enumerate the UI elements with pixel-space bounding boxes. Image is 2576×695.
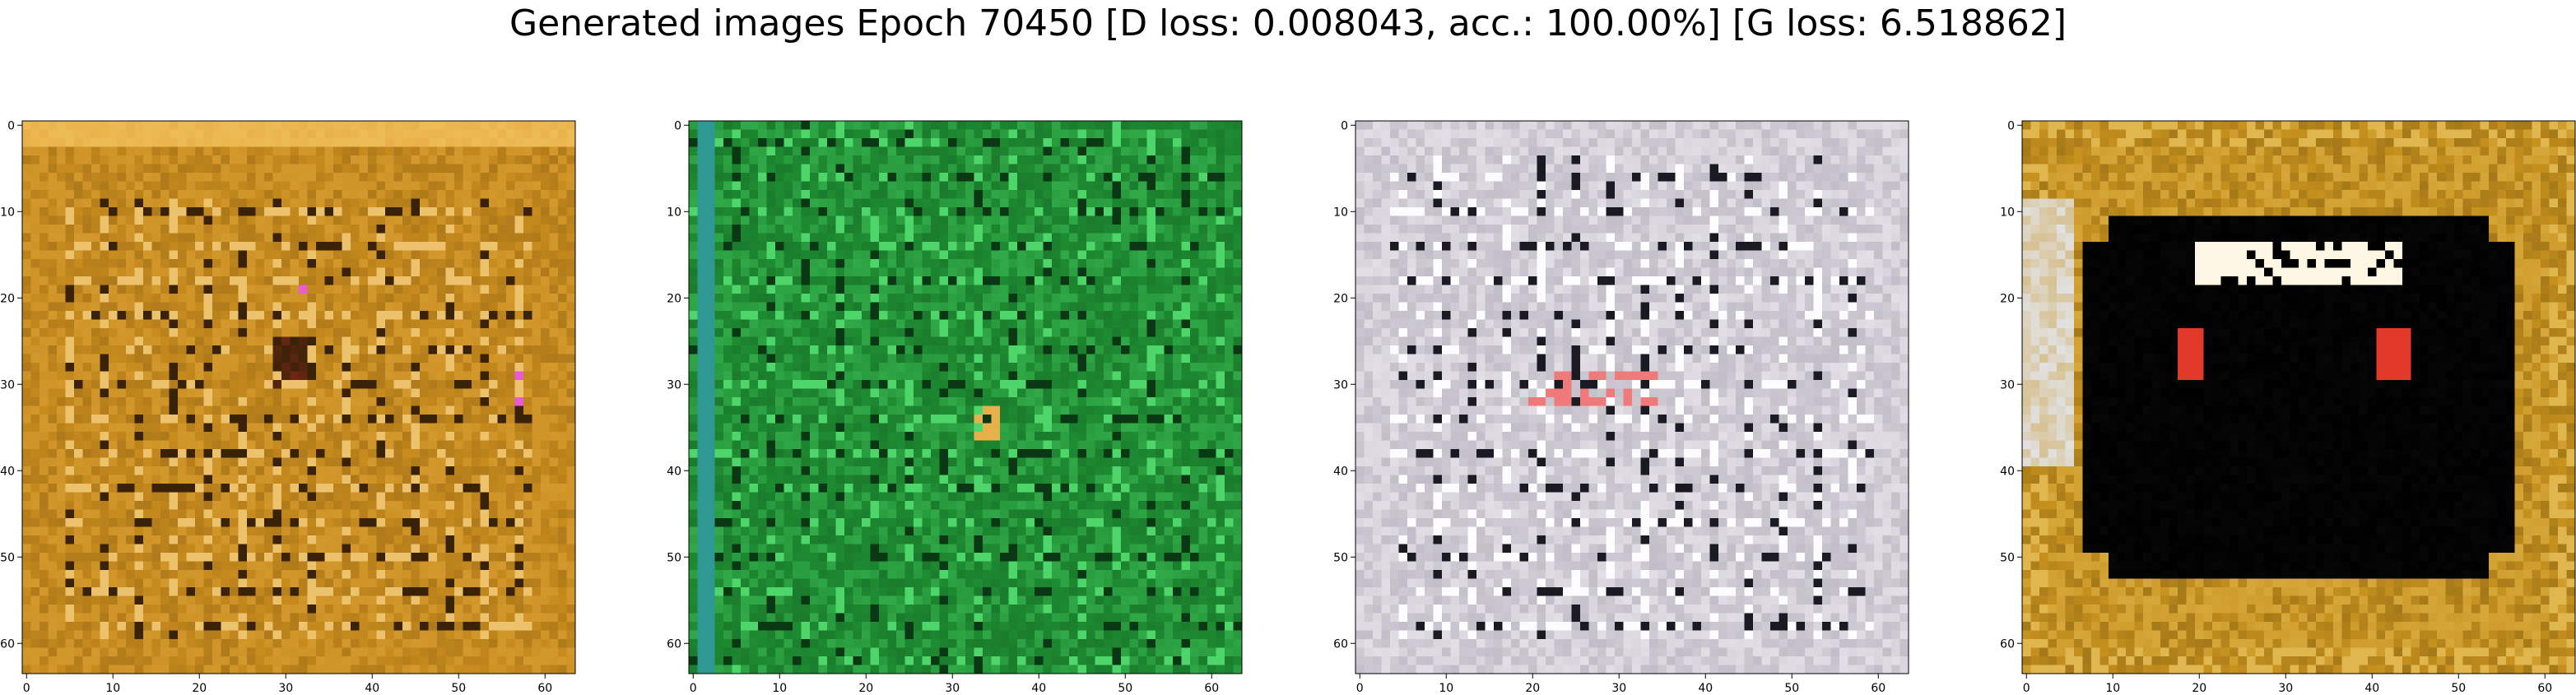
x-tick-label: 30 xyxy=(945,682,960,695)
x-tick-label: 60 xyxy=(1204,682,1219,695)
y-tick-label: 40 xyxy=(1333,465,1348,478)
y-tick-label: 40 xyxy=(0,465,15,478)
image-panel-3: 0 10 20 30 40 50 60 0 10 20 30 40 50 60 xyxy=(1333,119,1909,695)
generated-image-1 xyxy=(22,121,575,674)
y-tick-label: 40 xyxy=(667,465,681,478)
y-tick-label: 0 xyxy=(674,119,681,132)
x-tick-label: 50 xyxy=(451,682,466,695)
x-tick-label: 0 xyxy=(690,682,697,695)
x-tick-label: 50 xyxy=(1784,682,1799,695)
x-tick-label: 20 xyxy=(192,682,207,695)
axes-frame-4 xyxy=(2021,120,2576,674)
x-tick-label: 40 xyxy=(2364,682,2379,695)
generated-image-2 xyxy=(689,121,1242,674)
x-tick-label: 20 xyxy=(2192,682,2206,695)
x-tick-label: 10 xyxy=(2105,682,2120,695)
x-tick-label: 40 xyxy=(1698,682,1713,695)
y-tick-label: 20 xyxy=(1333,292,1348,305)
x-tick-label: 0 xyxy=(23,682,30,695)
y-tick-label: 10 xyxy=(667,206,681,219)
image-panel-4: 0 10 20 30 40 50 60 0 10 20 30 40 50 60 xyxy=(2000,119,2576,695)
figure-title: Generated images Epoch 70450 [D loss: 0.… xyxy=(509,2,2067,44)
y-tick-label: 30 xyxy=(2000,378,2015,392)
y-tick-label: 30 xyxy=(1333,378,1348,392)
x-tick-label: 60 xyxy=(2537,682,2552,695)
y-tick-label: 20 xyxy=(2000,292,2015,305)
y-tick-label: 50 xyxy=(1333,551,1348,564)
x-tick-label: 0 xyxy=(1356,682,1364,695)
x-tick-label: 40 xyxy=(1031,682,1046,695)
y-tick-label: 60 xyxy=(0,637,15,651)
y-tick-label: 20 xyxy=(0,292,15,305)
x-tick-label: 30 xyxy=(1611,682,1626,695)
image-panel-2: 0 10 20 30 40 50 60 0 10 20 30 40 50 60 xyxy=(667,119,1243,695)
x-tick-label: 60 xyxy=(537,682,552,695)
y-tick-label: 40 xyxy=(2000,465,2015,478)
y-tick-label: 60 xyxy=(1333,637,1348,651)
y-tick-label: 0 xyxy=(2007,119,2015,132)
x-tick-label: 30 xyxy=(278,682,293,695)
y-tick-label: 50 xyxy=(667,551,681,564)
axes-frame-1 xyxy=(21,120,576,674)
axes-frame-2 xyxy=(688,120,1243,674)
x-tick-label: 20 xyxy=(858,682,873,695)
y-tick-label: 10 xyxy=(1333,206,1348,219)
x-tick-label: 20 xyxy=(1525,682,1540,695)
x-tick-label: 50 xyxy=(2451,682,2466,695)
y-tick-label: 50 xyxy=(2000,551,2015,564)
y-tick-label: 20 xyxy=(667,292,681,305)
x-tick-label: 10 xyxy=(772,682,787,695)
y-tick-label: 30 xyxy=(667,378,681,392)
x-tick-label: 50 xyxy=(1118,682,1132,695)
x-tick-label: 10 xyxy=(105,682,120,695)
y-tick-label: 10 xyxy=(0,206,15,219)
y-tick-label: 0 xyxy=(1341,119,1348,132)
axes-frame-3 xyxy=(1355,120,1909,674)
generated-image-4 xyxy=(2022,121,2575,674)
y-tick-label: 30 xyxy=(0,378,15,392)
y-tick-label: 60 xyxy=(2000,637,2015,651)
x-tick-label: 30 xyxy=(2278,682,2293,695)
x-tick-label: 60 xyxy=(1871,682,1886,695)
image-panel-1: 0 10 20 30 40 50 60 0 10 20 30 40 50 60 xyxy=(0,119,576,695)
x-tick-label: 10 xyxy=(1439,682,1453,695)
generated-image-3 xyxy=(1355,121,1909,674)
x-tick-label: 0 xyxy=(2023,682,2030,695)
y-tick-label: 60 xyxy=(667,637,681,651)
x-tick-label: 40 xyxy=(365,682,379,695)
y-tick-label: 50 xyxy=(0,551,15,564)
y-tick-label: 0 xyxy=(7,119,15,132)
y-tick-label: 10 xyxy=(2000,206,2015,219)
